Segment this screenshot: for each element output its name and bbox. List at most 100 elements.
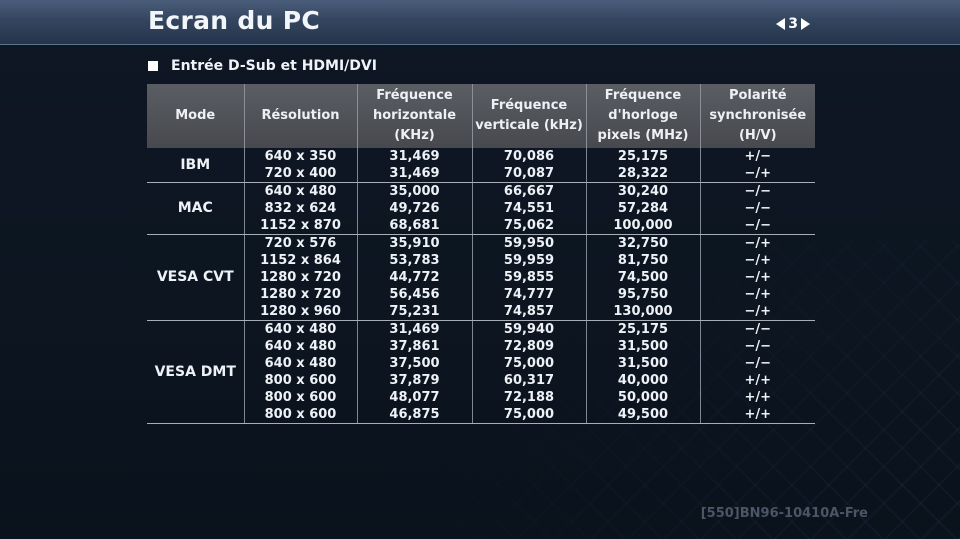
table-cell-value: 32,750 — [617, 236, 669, 251]
table-cell-value: +/− — [744, 149, 772, 164]
table-cell-value: 640 x 480 — [264, 356, 337, 371]
table-cell-value: 100,000 — [613, 218, 673, 233]
pixel-clock-cell: 30,240 57,284 100,000 — [586, 182, 701, 235]
page-navigation: 3 — [776, 16, 810, 32]
table-cell-value: 50,000 — [617, 390, 669, 405]
table-cell-value: −/− — [744, 201, 772, 216]
table-cell-value: 31,500 — [617, 339, 669, 354]
table-cell-value: 25,175 — [617, 322, 669, 337]
table-cell-value: −/− — [744, 322, 772, 337]
table-cell-value: +/+ — [744, 390, 772, 405]
table-cell-value: 49,726 — [389, 201, 440, 216]
table-cell-value: +/+ — [744, 373, 772, 388]
table-cell-value: 30,240 — [617, 184, 669, 199]
table-cell-value: 74,857 — [503, 304, 555, 319]
table-cell-value: 74,777 — [503, 287, 555, 302]
table-header-row: Mode Résolution Fréquence horizontale (K… — [147, 84, 815, 148]
table-cell-value: 35,000 — [389, 184, 440, 199]
page-title: Ecran du PC — [148, 6, 320, 35]
table-cell-value: 53,783 — [389, 253, 440, 268]
mode-cell: MAC — [147, 182, 245, 235]
table-cell-value: 1152 x 870 — [260, 218, 341, 233]
timing-table: Mode Résolution Fréquence horizontale (K… — [147, 84, 815, 424]
table-cell-value: −/+ — [744, 304, 772, 319]
next-page-arrow-icon[interactable] — [801, 18, 810, 30]
table-cell-value: 800 x 600 — [264, 373, 337, 388]
table-cell-value: 59,959 — [503, 253, 555, 268]
table-cell-value: 57,284 — [617, 201, 669, 216]
table-cell-value: 640 x 480 — [264, 322, 337, 337]
table-cell-value: 28,322 — [617, 166, 669, 181]
table-cell-value: +/+ — [744, 407, 772, 422]
column-header-pixel-clock: Fréquence d'horloge pixels (MHz) — [586, 84, 701, 148]
table-cell-value: 31,469 — [389, 166, 440, 181]
table-row-group: MAC 640 x 480 832 x 624 1152 x 870 35,000 49,… — [147, 182, 815, 235]
table-cell-value: 66,667 — [503, 184, 555, 199]
table-cell-value: 640 x 480 — [264, 184, 337, 199]
table-cell-value: −/+ — [744, 287, 772, 302]
table-cell-value: 35,910 — [389, 236, 440, 251]
table-cell-value: 74,500 — [617, 270, 669, 285]
mode-cell: VESA CVT — [147, 234, 245, 321]
table-cell-value: 70,087 — [503, 166, 555, 181]
column-header-horizontal-frequency: Fréquence horizontale (KHz) — [357, 84, 473, 148]
table-cell-value: 72,809 — [503, 339, 555, 354]
table-cell-value: 72,188 — [503, 390, 555, 405]
table-cell-value: 640 x 350 — [264, 149, 337, 164]
title-bar: Ecran du PC 3 — [0, 0, 960, 45]
timing-table-container: Mode Résolution Fréquence horizontale (K… — [147, 84, 815, 424]
horizontal-frequency-cell: 35,000 49,726 68,681 — [357, 182, 473, 235]
table-cell-value: 37,500 — [389, 356, 440, 371]
table-cell-value: 31,500 — [617, 356, 669, 371]
pixel-clock-cell: 32,750 81,750 74,500 95,750 130,000 — [586, 234, 701, 321]
sync-polarity-cell: −/− −/− −/− +/+ +/+ +/+ — [700, 320, 815, 424]
sync-polarity-cell: −/− −/− −/− — [700, 182, 815, 235]
table-cell-value: 1280 x 720 — [260, 270, 341, 285]
table-cell-value: −/− — [744, 184, 772, 199]
table-cell-value: 37,861 — [389, 339, 440, 354]
horizontal-frequency-cell: 31,469 37,861 37,500 37,879 48,077 46,875 — [357, 320, 473, 424]
table-cell-value: 81,750 — [617, 253, 669, 268]
table-cell-value: −/− — [744, 356, 772, 371]
table-cell-value: 832 x 624 — [264, 201, 337, 216]
table-cell-value: 1152 x 864 — [260, 253, 341, 268]
table-row-group: IBM 640 x 350 720 x 400 31,469 31,469 70,086 7… — [147, 148, 815, 183]
table-cell-value: 25,175 — [617, 149, 669, 164]
table-cell-value: 75,231 — [389, 304, 440, 319]
table-cell-value: 75,062 — [503, 218, 555, 233]
table-cell-value: 800 x 600 — [264, 390, 337, 405]
table-cell-value: 49,500 — [617, 407, 669, 422]
sync-polarity-cell: −/+ −/+ −/+ −/+ −/+ — [700, 234, 815, 321]
table-cell-value: 68,681 — [389, 218, 440, 233]
table-cell-value: −/+ — [744, 270, 772, 285]
document-code: [550]BN96-10410A-Fre — [700, 506, 868, 521]
column-header-vertical-frequency: Fréquence verticale (kHz) — [472, 84, 587, 148]
column-header-resolution: Résolution — [244, 84, 358, 148]
column-header-sync-polarity: Polarité synchronisée (H/V) — [700, 84, 815, 148]
vertical-frequency-cell: 70,086 70,087 — [472, 148, 587, 183]
table-cell-value: −/+ — [744, 253, 772, 268]
table-cell-value: 70,086 — [503, 149, 555, 164]
table-cell-value: 1280 x 720 — [260, 287, 341, 302]
table-cell-value: 95,750 — [617, 287, 669, 302]
table-body: IBM 640 x 350 720 x 400 31,469 31,469 70,086 7… — [147, 148, 815, 424]
table-cell-value: 59,950 — [503, 236, 555, 251]
mode-cell: VESA DMT — [147, 320, 245, 424]
vertical-frequency-cell: 59,940 72,809 75,000 60,317 72,188 75,000 — [472, 320, 587, 424]
resolution-cell: 640 x 480 832 x 624 1152 x 870 — [244, 182, 358, 235]
previous-page-arrow-icon[interactable] — [776, 18, 786, 30]
table-cell-value: 31,469 — [389, 149, 440, 164]
page-number: 3 — [788, 16, 798, 32]
horizontal-frequency-cell: 31,469 31,469 — [357, 148, 473, 183]
resolution-cell: 640 x 480 640 x 480 640 x 480 800 x 600 800 … — [244, 320, 358, 424]
table-cell-value: 46,875 — [389, 407, 440, 422]
table-cell-value: 60,317 — [503, 373, 555, 388]
table-cell-value: 720 x 576 — [264, 236, 337, 251]
table-cell-value: 75,000 — [503, 407, 555, 422]
table-row-group: VESA CVT 720 x 576 1152 x 864 1280 x 720 128… — [147, 234, 815, 321]
vertical-frequency-cell: 59,950 59,959 59,855 74,777 74,857 — [472, 234, 587, 321]
table-cell-value: 48,077 — [389, 390, 440, 405]
table-cell-value: 59,855 — [503, 270, 555, 285]
table-cell-value: −/− — [744, 218, 772, 233]
sync-polarity-cell: +/− −/+ — [700, 148, 815, 183]
